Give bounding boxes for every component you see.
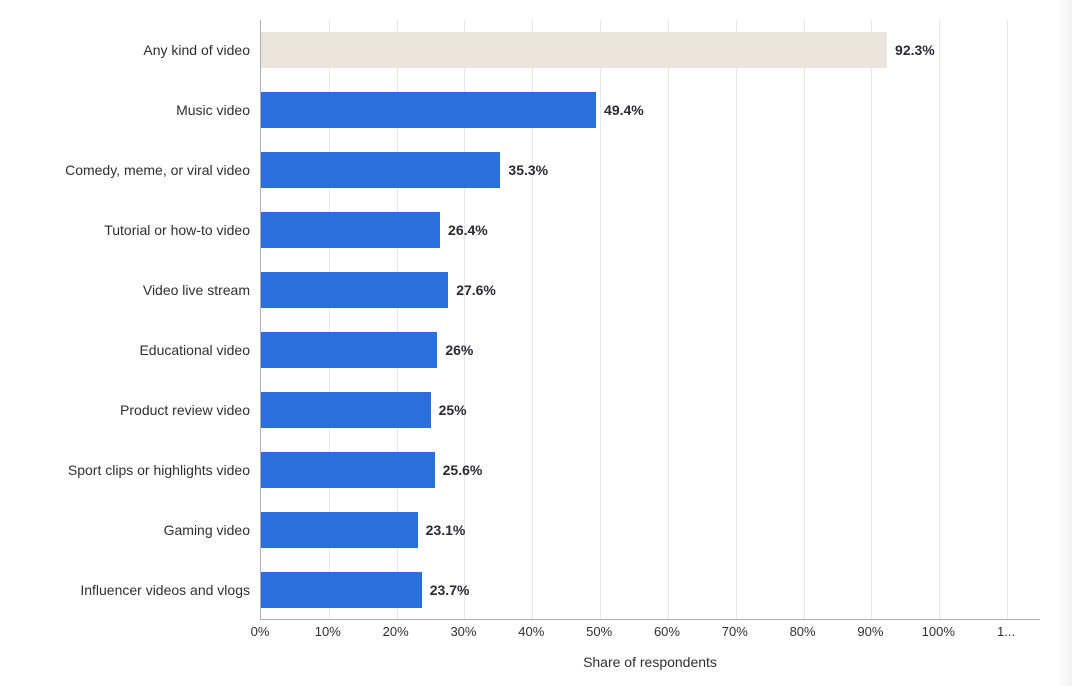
bar-row: 23.7% xyxy=(261,560,1040,620)
category-label: Video live stream xyxy=(10,260,250,320)
x-tick-label: 40% xyxy=(518,624,544,639)
bar[interactable] xyxy=(261,32,887,68)
bar-value-label: 26% xyxy=(437,332,473,368)
bar-value-label: 25.6% xyxy=(435,452,483,488)
bar[interactable] xyxy=(261,332,437,368)
x-tick-label: 100% xyxy=(922,624,955,639)
x-tick-label: 70% xyxy=(722,624,748,639)
category-label: Influencer videos and vlogs xyxy=(10,560,250,620)
plot-area: 92.3% 49.4% 35.3% 26.4% 27.6% 26% 25% 25.6% 23.1… xyxy=(260,20,1040,620)
bar[interactable] xyxy=(261,92,596,128)
category-label: Comedy, meme, or viral video xyxy=(10,140,250,200)
bar-row: 92.3% xyxy=(261,20,1040,80)
bar-row: 26.4% xyxy=(261,200,1040,260)
bar[interactable] xyxy=(261,152,500,188)
bar-value-label: 35.3% xyxy=(500,152,548,188)
x-axis-title: Share of respondents xyxy=(260,654,1040,670)
bar-value-label: 25% xyxy=(431,392,467,428)
x-tick-label: 10% xyxy=(315,624,341,639)
x-tick-label: 50% xyxy=(586,624,612,639)
x-tick-label: 0% xyxy=(251,624,270,639)
bar-value-label: 92.3% xyxy=(887,32,935,68)
bar-value-label: 23.7% xyxy=(422,572,470,608)
x-tick-label: 1... xyxy=(997,624,1015,639)
category-label: Sport clips or highlights video xyxy=(10,440,250,500)
bar-row: 27.6% xyxy=(261,260,1040,320)
x-tick-label: 20% xyxy=(383,624,409,639)
bar[interactable] xyxy=(261,272,448,308)
bar-value-label: 27.6% xyxy=(448,272,496,308)
category-label: Product review video xyxy=(10,380,250,440)
bar-value-label: 26.4% xyxy=(440,212,488,248)
bar[interactable] xyxy=(261,212,440,248)
category-label: Educational video xyxy=(10,320,250,380)
bar-value-label: 23.1% xyxy=(418,512,466,548)
bar-row: 49.4% xyxy=(261,80,1040,140)
bar-row: 26% xyxy=(261,320,1040,380)
bar[interactable] xyxy=(261,452,435,488)
bar-row: 25% xyxy=(261,380,1040,440)
bar[interactable] xyxy=(261,392,431,428)
bar[interactable] xyxy=(261,572,422,608)
side-shadow xyxy=(1058,0,1072,686)
x-tick-label: 60% xyxy=(654,624,680,639)
chart-container: 92.3% 49.4% 35.3% 26.4% 27.6% 26% 25% 25.6% 23.1… xyxy=(0,0,1072,686)
bar-row: 25.6% xyxy=(261,440,1040,500)
bar-row: 23.1% xyxy=(261,500,1040,560)
x-tick-label: 80% xyxy=(790,624,816,639)
category-label: Gaming video xyxy=(10,500,250,560)
category-label: Any kind of video xyxy=(10,20,250,80)
x-tick-label: 30% xyxy=(450,624,476,639)
bar[interactable] xyxy=(261,512,418,548)
bar-row: 35.3% xyxy=(261,140,1040,200)
category-label: Tutorial or how-to video xyxy=(10,200,250,260)
bar-value-label: 49.4% xyxy=(596,92,644,128)
x-tick-label: 90% xyxy=(857,624,883,639)
category-label: Music video xyxy=(10,80,250,140)
